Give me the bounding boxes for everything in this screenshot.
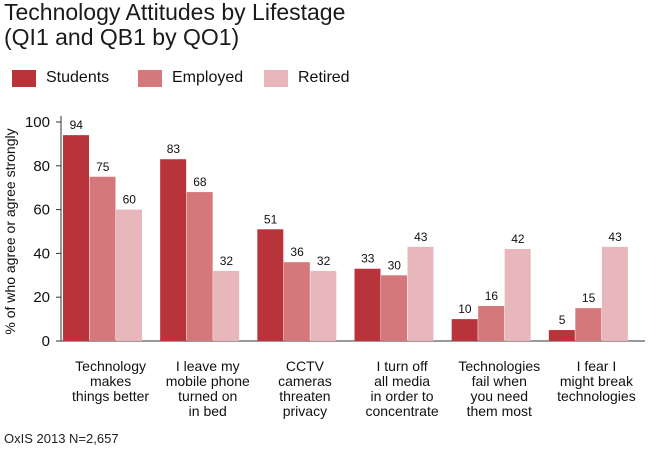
x-tick-label: in order to xyxy=(371,388,434,404)
x-tick-label: I turn off xyxy=(377,358,428,374)
bar-employed-0 xyxy=(89,176,116,341)
data-label: 42 xyxy=(511,232,525,246)
x-tick-label: Technology xyxy=(75,358,146,374)
bar-retired-3 xyxy=(407,246,434,341)
data-label: 30 xyxy=(388,258,402,272)
data-label: 68 xyxy=(193,175,207,189)
y-tick-label: 40 xyxy=(33,245,50,262)
legend-swatch-retired xyxy=(264,70,288,87)
data-label: 15 xyxy=(582,291,596,305)
bar-students-3 xyxy=(354,268,381,341)
x-tick-label: might break xyxy=(560,373,634,389)
bar-employed-5 xyxy=(575,308,602,341)
data-label: 51 xyxy=(264,212,278,226)
x-tick-label: in bed xyxy=(189,403,227,419)
data-label: 43 xyxy=(414,230,428,244)
x-tick-label: Technologies xyxy=(458,358,540,374)
x-tick-label: fail when xyxy=(472,373,527,389)
title-line-2: (QI1 and QB1 by QO1) xyxy=(4,24,240,50)
x-tick-label: you need xyxy=(470,388,528,404)
legend-label-students: Students xyxy=(46,69,110,86)
legend-swatch-students xyxy=(12,70,36,87)
x-tick-label: concentrate xyxy=(365,403,438,419)
legend-label-retired: Retired xyxy=(298,69,350,86)
y-tick-label: 100 xyxy=(25,114,50,131)
y-tick-label: 0 xyxy=(42,333,50,350)
data-label: 36 xyxy=(290,245,304,259)
footer-source-note: OxIS 2013 N=2,657 xyxy=(4,431,119,446)
y-tick-label: 20 xyxy=(33,289,50,306)
x-tick-label: technologies xyxy=(557,388,636,404)
legend-swatch-employed xyxy=(138,70,162,87)
data-label: 10 xyxy=(458,302,472,316)
x-tick-label: things better xyxy=(72,388,149,404)
data-label: 60 xyxy=(123,193,137,207)
bar-students-1 xyxy=(160,159,187,341)
data-label: 5 xyxy=(559,313,566,327)
data-label: 94 xyxy=(70,118,84,132)
x-tick-label: cameras xyxy=(278,373,332,389)
bar-employed-1 xyxy=(186,192,213,341)
y-tick-label: 80 xyxy=(33,158,50,175)
bar-employed-3 xyxy=(381,275,407,341)
data-label: 16 xyxy=(485,289,499,303)
bar-students-4 xyxy=(451,319,478,341)
bar-retired-5 xyxy=(601,246,628,341)
x-tick-label: all media xyxy=(374,373,430,389)
data-label: 32 xyxy=(317,254,331,268)
bar-retired-4 xyxy=(504,249,531,341)
bar-students-0 xyxy=(63,135,89,341)
x-tick-label: turned on xyxy=(178,388,237,404)
bar-retired-1 xyxy=(213,270,240,341)
y-tick-label: 60 xyxy=(33,202,50,219)
bar-retired-0 xyxy=(116,209,142,341)
data-label: 33 xyxy=(361,252,375,266)
bar-students-2 xyxy=(257,229,284,341)
x-tick-label: CCTV xyxy=(286,358,325,374)
x-tick-label: makes xyxy=(90,373,131,389)
bar-students-5 xyxy=(548,330,575,341)
bar-retired-2 xyxy=(310,270,337,341)
x-tick-label: I leave my xyxy=(176,358,240,374)
x-tick-label: I fear I xyxy=(577,358,617,374)
x-tick-label: them most xyxy=(467,403,532,419)
y-axis-label: % of who agree or agree strongly xyxy=(2,128,18,334)
bar-employed-2 xyxy=(283,262,310,341)
data-label: 43 xyxy=(608,230,622,244)
bar-employed-4 xyxy=(478,305,505,341)
x-tick-label: privacy xyxy=(283,403,327,419)
legend-label-employed: Employed xyxy=(172,69,244,86)
title-line-1: Technology Attitudes by Lifestage xyxy=(4,0,346,25)
chart-title: Technology Attitudes by Lifestage (QI1 a… xyxy=(4,0,345,50)
x-tick-label: mobile phone xyxy=(166,373,250,389)
x-tick-label: threaten xyxy=(279,388,330,404)
data-label: 32 xyxy=(220,254,234,268)
data-label: 83 xyxy=(167,142,181,156)
data-label: 75 xyxy=(96,160,110,174)
